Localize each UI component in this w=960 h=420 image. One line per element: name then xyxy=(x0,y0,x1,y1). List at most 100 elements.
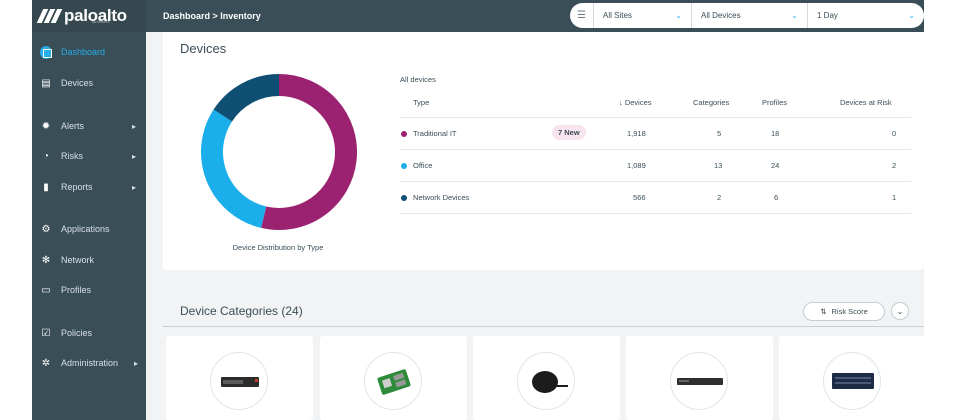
device-image xyxy=(823,352,881,410)
devices-card-title: Devices xyxy=(180,41,227,56)
sort-icon: ⇅ xyxy=(820,307,827,316)
reports-icon: ▮ xyxy=(43,181,49,193)
sidebar-item-alerts[interactable]: ✹ Alerts ▸ xyxy=(32,115,146,137)
filter-bar: ☰ All Sites ⌄ All Devices ⌄ 1 Day ⌄ xyxy=(570,3,924,28)
site-select[interactable]: All Sites ⌄ xyxy=(594,3,692,28)
sidebar-item-administration[interactable]: ✲ Administration ▸ xyxy=(32,352,146,374)
sidebar-item-label: Devices xyxy=(61,78,94,88)
sidebar-item-label: Profiles xyxy=(61,285,92,295)
chevron-right-icon: ▸ xyxy=(133,358,138,368)
risks-icon: ◔ xyxy=(42,150,50,162)
row-categories: 13 xyxy=(714,161,723,170)
filter-icon[interactable]: ☰ xyxy=(570,3,594,28)
row-type: Network Devices xyxy=(413,193,470,202)
logo[interactable]: paloalto NETWORKS xyxy=(32,0,146,32)
devices-icon: ▤ xyxy=(41,77,51,89)
sidebar-item-network[interactable]: ✻ Network xyxy=(32,249,146,271)
table-caption: All devices xyxy=(400,75,436,84)
row-profiles: 24 xyxy=(771,161,780,170)
sidebar: paloalto NETWORKS Dashboard ▤ Devices ✹ … xyxy=(32,0,146,420)
top-bar: Dashboard > Inventory ☰ All Sites ⌄ All … xyxy=(146,0,924,32)
section-divider xyxy=(163,326,924,327)
donut-slice-network-devices[interactable] xyxy=(213,74,280,122)
row-risk: 2 xyxy=(892,161,897,170)
network-icon: ✻ xyxy=(41,254,51,266)
sidebar-item-label: Alerts xyxy=(61,121,85,131)
dashboard-icon xyxy=(40,45,52,59)
sidebar-item-label: Reports xyxy=(61,182,93,192)
legend-dot xyxy=(401,163,407,169)
category-card[interactable] xyxy=(166,336,313,420)
devices-select-value: All Devices xyxy=(701,11,741,20)
chevron-down-icon: ⌄ xyxy=(791,11,798,20)
row-type: Traditional IT xyxy=(413,129,457,138)
time-range-select[interactable]: 1 Day ⌄ xyxy=(808,3,924,28)
category-card[interactable] xyxy=(473,336,620,420)
chevron-down-icon: ⌄ xyxy=(908,11,915,20)
table-row[interactable]: Network Devices 566 2 6 1 xyxy=(400,182,911,214)
sidebar-item-risks[interactable]: ◔ Risks ▸ xyxy=(32,145,146,167)
sidebar-item-reports[interactable]: ▮ Reports ▸ xyxy=(32,176,146,198)
column-header-risk[interactable]: Devices at Risk xyxy=(840,98,892,107)
sidebar-item-label: Network xyxy=(61,255,95,265)
sidebar-item-label: Policies xyxy=(61,328,93,338)
device-distribution-donut xyxy=(201,74,357,230)
column-header-categories[interactable]: Categories xyxy=(693,98,730,107)
row-devices: 566 xyxy=(633,193,646,202)
column-header-profiles[interactable]: Profiles xyxy=(762,98,788,107)
legend-dot xyxy=(401,195,407,201)
sidebar-item-label: Dashboard xyxy=(61,47,106,57)
sidebar-item-policies[interactable]: ☑ Policies xyxy=(32,322,146,344)
expand-button[interactable]: ⌄ xyxy=(891,302,909,320)
sidebar-item-label: Applications xyxy=(61,224,110,234)
column-header-devices[interactable]: ↓ Devices xyxy=(619,98,652,107)
sidebar-item-profiles[interactable]: ▭ Profiles xyxy=(32,279,146,301)
right-margin xyxy=(924,0,960,420)
new-badge[interactable]: 7 New xyxy=(552,125,586,140)
policies-icon: ☑ xyxy=(41,327,51,339)
site-select-value: All Sites xyxy=(603,11,632,20)
brand-sub: NETWORKS xyxy=(92,20,110,24)
category-card[interactable] xyxy=(779,336,926,420)
device-image xyxy=(364,352,422,410)
devices-card: Devices Device Distribution by Type All … xyxy=(163,32,924,270)
sidebar-item-label: Risks xyxy=(61,151,83,161)
donut-slice-office[interactable] xyxy=(201,109,267,228)
breadcrumb[interactable]: Dashboard > Inventory xyxy=(163,11,261,21)
donut-slice-traditional-it[interactable] xyxy=(261,74,357,230)
row-profiles: 18 xyxy=(771,129,780,138)
alerts-icon: ✹ xyxy=(41,120,51,132)
row-profiles: 6 xyxy=(774,193,779,202)
chevron-right-icon: ▸ xyxy=(131,121,136,131)
devices-select[interactable]: All Devices ⌄ xyxy=(692,3,808,28)
administration-icon: ✲ xyxy=(41,357,51,369)
sidebar-item-devices[interactable]: ▤ Devices xyxy=(32,72,146,94)
row-categories: 2 xyxy=(717,193,722,202)
row-type: Office xyxy=(413,161,433,170)
sidebar-item-applications[interactable]: ⚙ Applications xyxy=(32,218,146,240)
chevron-right-icon: ▸ xyxy=(131,182,136,192)
sidebar-item-dashboard[interactable]: Dashboard xyxy=(32,41,146,63)
row-categories: 5 xyxy=(717,129,722,138)
profiles-icon: ▭ xyxy=(41,284,51,296)
column-header-type[interactable]: Type xyxy=(413,98,430,107)
row-devices: 1,918 xyxy=(627,129,646,138)
risk-score-sort-button[interactable]: ⇅ Risk Score xyxy=(803,302,885,321)
main-content: Devices Device Distribution by Type All … xyxy=(146,32,926,420)
table-row[interactable]: Office 1,089 13 24 2 xyxy=(400,150,911,182)
donut-label: Device Distribution by Type xyxy=(232,243,324,252)
risk-score-label: Risk Score xyxy=(831,307,868,316)
table-header-divider xyxy=(400,117,911,118)
category-card[interactable] xyxy=(626,336,773,420)
row-devices: 1,089 xyxy=(627,161,646,170)
left-margin xyxy=(0,0,32,420)
table-row[interactable]: Traditional IT 7 New 1,918 5 18 0 xyxy=(400,118,911,150)
brand-name: paloalto xyxy=(64,6,127,25)
category-card[interactable] xyxy=(320,336,467,420)
chevron-down-icon: ⌄ xyxy=(675,11,682,20)
row-risk: 0 xyxy=(892,129,897,138)
chevron-right-icon: ▸ xyxy=(131,151,136,161)
chevron-down-icon: ⌄ xyxy=(896,306,904,316)
device-image xyxy=(517,352,575,410)
